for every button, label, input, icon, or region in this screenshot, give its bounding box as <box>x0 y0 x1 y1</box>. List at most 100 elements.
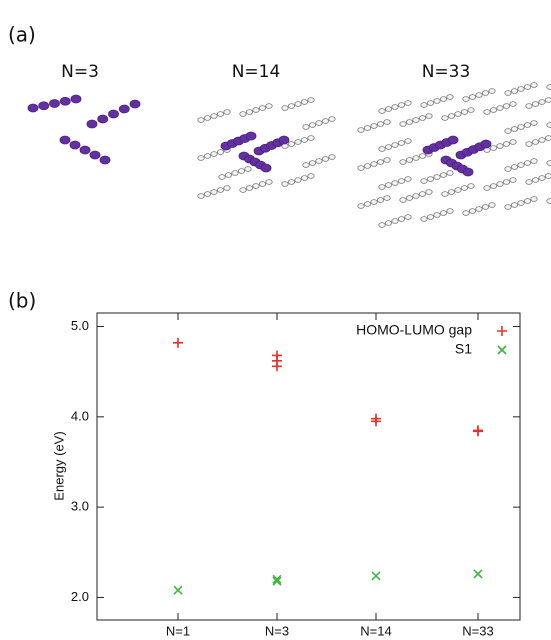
molecule <box>370 199 378 205</box>
molecule <box>523 84 532 90</box>
molecule <box>546 198 551 204</box>
molecule-highlight <box>38 101 50 111</box>
molecule <box>203 115 212 121</box>
y-tick-label: 2.0 <box>71 589 89 604</box>
molecule <box>378 184 386 190</box>
molecule <box>210 189 218 195</box>
molecule <box>510 126 519 132</box>
molecule <box>239 111 247 117</box>
panel-label: (a) <box>8 23 36 47</box>
data-point <box>173 585 183 595</box>
legend-marker <box>497 345 507 355</box>
y-tick-label: 3.0 <box>71 499 89 514</box>
molecule-highlight <box>89 150 101 160</box>
molecule <box>397 140 406 146</box>
molecule <box>321 156 330 162</box>
molecule <box>404 176 412 182</box>
molecule <box>405 157 414 163</box>
molecule <box>489 107 498 113</box>
molecule <box>441 191 449 197</box>
molecule <box>384 182 393 188</box>
molecule <box>420 102 428 108</box>
molecule <box>203 153 212 159</box>
molecule <box>475 92 483 98</box>
y-axis-label: Energy (eV) <box>51 431 66 500</box>
molecule <box>509 177 517 183</box>
molecule-highlight <box>59 135 71 145</box>
molecule-highlight <box>70 94 82 104</box>
molecule <box>245 109 254 115</box>
molecule <box>287 103 296 109</box>
data-point <box>473 569 483 579</box>
molecule <box>252 183 260 189</box>
molecule <box>483 109 491 115</box>
data-point <box>272 361 282 372</box>
molecule <box>265 103 273 109</box>
molecule-highlight <box>49 99 60 108</box>
molecule <box>384 220 393 226</box>
molecule <box>197 193 205 199</box>
molecule <box>509 101 517 107</box>
molecule <box>258 105 267 111</box>
molecule <box>405 119 414 125</box>
molecule <box>446 94 454 100</box>
molecule <box>252 107 260 113</box>
molecule <box>244 166 252 172</box>
molecule <box>315 120 323 126</box>
molecule <box>210 151 218 157</box>
molecule <box>237 168 246 174</box>
molecule <box>447 113 456 119</box>
molecule <box>439 210 448 216</box>
molecule <box>216 187 225 193</box>
molecule-highlight <box>108 109 119 119</box>
molecule-highlight <box>99 155 111 165</box>
molecule <box>510 164 519 170</box>
data-point <box>371 416 381 427</box>
molecule <box>525 179 533 185</box>
molecule <box>454 187 462 193</box>
molecule <box>462 210 470 216</box>
y-tick-label: 5.0 <box>71 318 89 333</box>
molecule <box>544 173 551 179</box>
molecule <box>223 109 231 115</box>
molecule <box>308 160 317 166</box>
molecule <box>302 162 310 168</box>
legend-label: HOMO-LUMO gap <box>356 322 472 338</box>
molecule <box>439 96 448 102</box>
molecule <box>510 88 519 94</box>
molecule <box>439 172 448 178</box>
molecule <box>308 122 317 128</box>
molecule <box>281 105 289 111</box>
molecule-highlight <box>278 135 290 145</box>
molecule <box>488 202 496 208</box>
molecule <box>294 177 302 183</box>
molecule <box>517 162 525 168</box>
molecule-highlight <box>118 104 130 114</box>
molecule <box>544 135 551 141</box>
molecule <box>531 101 540 107</box>
molecule <box>391 104 399 110</box>
molecule <box>496 181 504 187</box>
plot-frame <box>96 312 521 621</box>
molecule <box>468 208 477 214</box>
x-tick-label: N=3 <box>265 623 289 638</box>
molecule <box>300 99 309 105</box>
cluster-label: N=3 <box>61 62 99 82</box>
molecule <box>544 97 551 103</box>
x-tick-label: N=1 <box>166 623 190 638</box>
molecule-highlight <box>59 96 71 106</box>
molecule <box>378 146 386 152</box>
molecule <box>363 201 372 207</box>
molecule <box>412 193 420 199</box>
molecule <box>287 179 296 185</box>
molecule <box>239 187 247 193</box>
molecule-highlight <box>129 99 141 109</box>
molecule-highlight <box>447 135 459 145</box>
legend-marker <box>497 326 507 336</box>
data-point <box>272 574 282 584</box>
molecule <box>475 206 483 212</box>
legend-label: S1 <box>455 341 472 357</box>
cluster-label: N=14 <box>232 62 281 82</box>
molecule <box>357 127 365 133</box>
molecule <box>418 115 427 121</box>
